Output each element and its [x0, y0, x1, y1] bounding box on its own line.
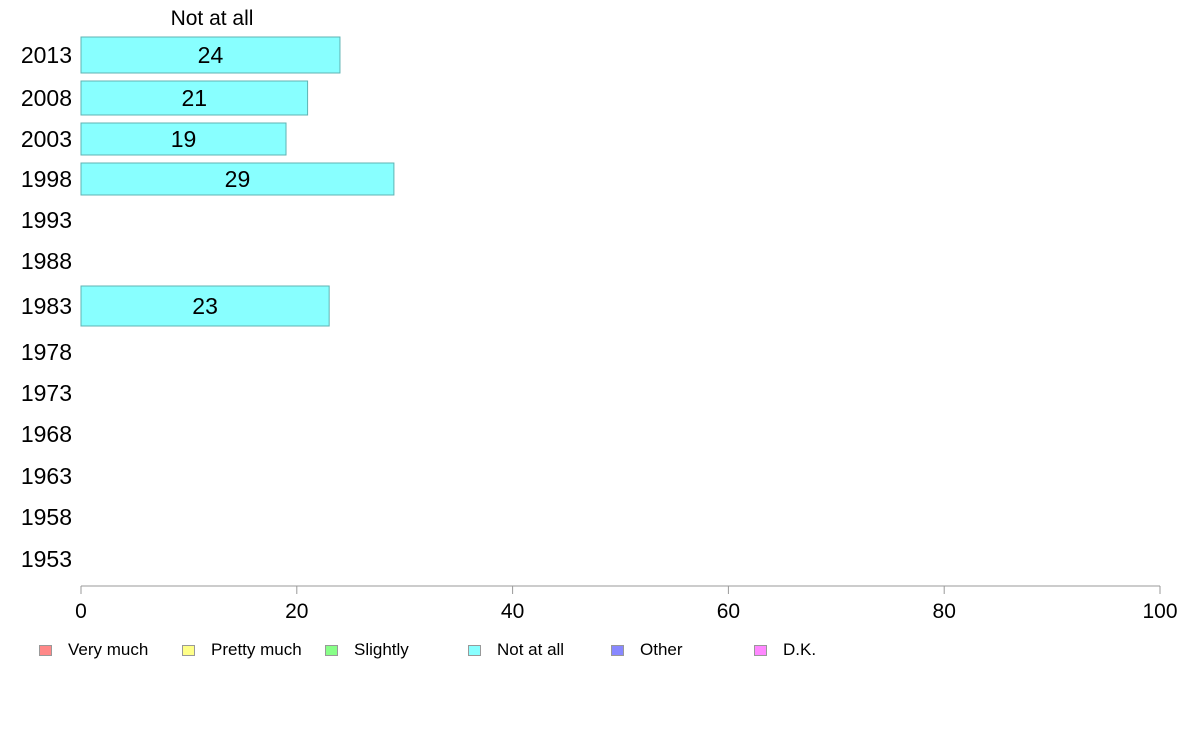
bars-group: 24 21 19 29 23 — [80, 36, 395, 327]
x-tick-label: 20 — [285, 600, 308, 623]
bar-value-label: 19 — [171, 126, 197, 152]
y-tick-label: 2013 — [21, 42, 72, 68]
legend-label: Slightly — [354, 640, 409, 659]
y-tick-label: 1993 — [21, 207, 72, 233]
legend-item-pretty-much: Pretty much — [182, 639, 302, 661]
y-tick-label: 2003 — [21, 126, 72, 152]
y-axis-labels: 2013 2008 2003 1998 1993 1988 1983 1978 1973 1968… — [21, 42, 72, 572]
y-tick-label: 1988 — [21, 248, 72, 274]
bar — [80, 162, 395, 196]
legend-swatch — [611, 644, 624, 656]
legend-swatch — [754, 644, 767, 656]
y-tick-label: 2008 — [21, 85, 72, 111]
bar — [80, 122, 287, 156]
y-tick-label: 1958 — [21, 504, 72, 530]
y-tick-label: 1953 — [21, 546, 72, 572]
legend-label: Other — [640, 640, 683, 659]
bar — [80, 285, 330, 327]
legend-swatch — [325, 644, 338, 656]
x-tick-label: 80 — [933, 600, 956, 623]
x-tick-label: 60 — [717, 600, 740, 623]
y-tick-label: 1998 — [21, 166, 72, 192]
legend-item-other: Other — [611, 639, 683, 661]
chart-title: Not at all — [171, 7, 254, 30]
x-tick-label: 100 — [1142, 600, 1177, 623]
y-tick-label: 1973 — [21, 380, 72, 406]
legend-label: Pretty much — [211, 640, 302, 659]
bar-value-label: 23 — [192, 293, 218, 319]
bar — [80, 36, 341, 74]
y-tick-label: 1983 — [21, 293, 72, 319]
legend: Very much Pretty much Slightly Not at al… — [39, 639, 939, 661]
legend-label: D.K. — [783, 640, 817, 659]
legend-label: Not at all — [497, 640, 565, 659]
legend-swatch — [468, 644, 481, 656]
y-tick-label: 1963 — [21, 463, 72, 489]
bar-value-label: 24 — [198, 42, 224, 68]
legend-swatch — [182, 644, 195, 656]
bar-value-label: 29 — [225, 166, 251, 192]
bar — [80, 80, 309, 116]
legend-item-not-at-all: Not at all — [468, 639, 564, 661]
legend-item-slightly: Slightly — [325, 639, 409, 661]
bar-value-label: 21 — [181, 85, 207, 111]
legend-item-dk: D.K. — [754, 639, 816, 661]
x-axis: 0 20 40 60 80 100 — [75, 585, 1178, 623]
legend-item-very-much: Very much — [39, 639, 148, 661]
y-tick-label: 1968 — [21, 421, 72, 447]
x-tick-label: 0 — [75, 600, 87, 623]
legend-label: Very much — [68, 640, 149, 659]
y-tick-label: 1978 — [21, 339, 72, 365]
legend-swatch — [39, 644, 52, 656]
x-tick-label: 40 — [501, 600, 524, 623]
